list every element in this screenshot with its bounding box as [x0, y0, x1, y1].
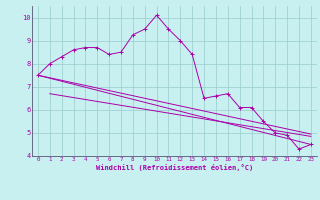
- X-axis label: Windchill (Refroidissement éolien,°C): Windchill (Refroidissement éolien,°C): [96, 164, 253, 171]
